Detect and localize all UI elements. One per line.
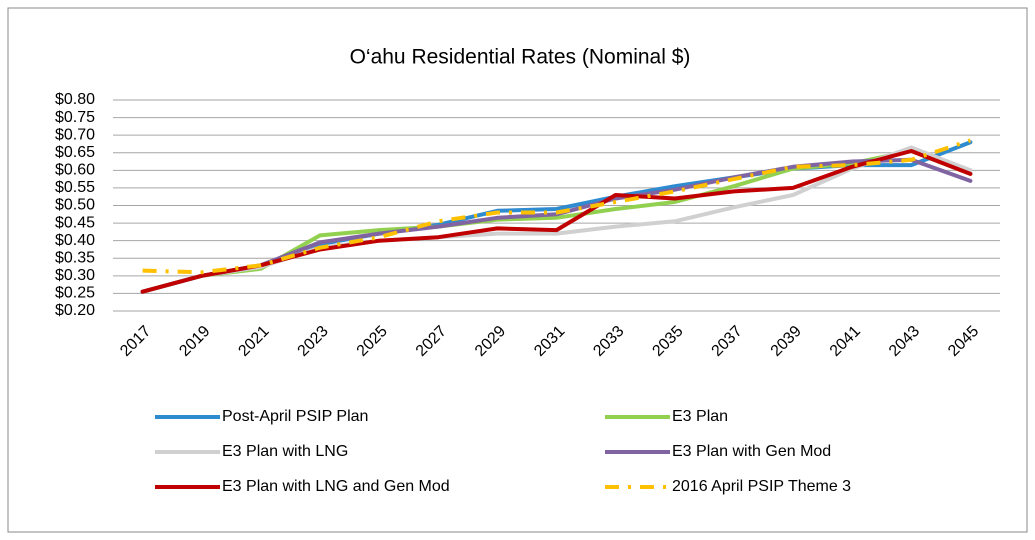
y-tick-label: $0.55	[55, 179, 95, 196]
y-tick-label: $0.70	[55, 126, 95, 143]
legend-label: E3 Plan with LNG	[222, 443, 348, 460]
y-tick-label: $0.20	[55, 302, 95, 319]
y-tick-label: $0.45	[55, 214, 95, 231]
y-tick-label: $0.75	[55, 109, 95, 126]
y-tick-label: $0.60	[55, 162, 95, 179]
y-tick-label: $0.30	[55, 267, 95, 284]
series-line	[142, 138, 972, 275]
y-tick-label: $0.35	[55, 249, 95, 266]
legend-label: E3 Plan with Gen Mod	[672, 443, 831, 460]
legend-label: E3 Plan	[672, 408, 728, 425]
y-tick-label: $0.40	[55, 232, 95, 249]
y-tick-label: $0.25	[55, 285, 95, 302]
legend-label: E3 Plan with LNG and Gen Mod	[222, 478, 450, 495]
chart-title: O‘ahu Residential Rates (Nominal $)	[350, 46, 691, 69]
series-line	[140, 149, 973, 294]
legend-label: 2016 April PSIP Theme 3	[672, 478, 851, 495]
y-tick-label: $0.50	[55, 197, 95, 214]
y-tick-label: $0.65	[55, 144, 95, 161]
legend-label: Post-April PSIP Plan	[222, 408, 368, 425]
y-tick-label: $0.80	[55, 91, 95, 108]
